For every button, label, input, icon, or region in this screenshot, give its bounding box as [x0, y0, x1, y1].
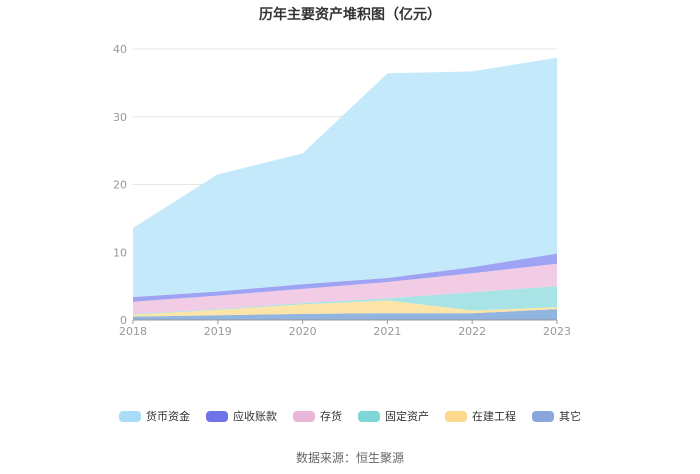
y-tick-label: 30 — [113, 111, 127, 124]
legend-label: 固定资产 — [385, 410, 429, 423]
area-series-layer — [133, 57, 557, 320]
y-tick-labels: 0 10 20 30 40 — [113, 43, 127, 327]
x-tick-label: 2022 — [458, 325, 486, 338]
legend-item[interactable]: 应收账款 — [206, 408, 277, 424]
legend-item[interactable]: 其它 — [532, 408, 581, 424]
legend-label: 存货 — [320, 410, 342, 423]
x-tick-label: 2019 — [204, 325, 232, 338]
x-tick-label: 2021 — [373, 325, 401, 338]
x-tick-label: 2018 — [119, 325, 147, 338]
legend-swatch — [293, 410, 315, 422]
legend-swatch — [358, 410, 380, 422]
legend: 货币资金 应收账款 存货 固定资产 在建工程 其它 — [0, 408, 700, 424]
legend-label: 其它 — [559, 410, 581, 423]
legend-label: 货币资金 — [146, 410, 190, 423]
area-series-5 — [133, 57, 557, 297]
legend-swatch — [206, 410, 228, 422]
legend-item[interactable]: 货币资金 — [119, 408, 190, 424]
legend-swatch — [445, 410, 467, 422]
x-tick-labels: 2018 2019 2020 2021 2022 2023 — [119, 325, 571, 338]
legend-swatch — [119, 410, 141, 422]
x-tick-label: 2023 — [543, 325, 571, 338]
y-tick-label: 10 — [113, 246, 127, 259]
y-tick-label: 20 — [113, 179, 127, 192]
data-source-note: 数据来源：恒生聚源 — [295, 451, 404, 465]
x-tick-label: 2020 — [289, 325, 317, 338]
area-series-0 — [133, 309, 557, 320]
area-series-4 — [133, 253, 557, 302]
area-series-2 — [133, 286, 557, 315]
legend-item[interactable]: 固定资产 — [358, 408, 429, 424]
axes — [132, 319, 558, 324]
legend-swatch — [532, 410, 554, 422]
y-tick-label: 40 — [113, 43, 127, 56]
area-series-3 — [133, 263, 557, 314]
y-tick-label: 0 — [120, 314, 127, 327]
legend-label: 在建工程 — [472, 410, 516, 423]
area-series-1 — [133, 300, 557, 317]
chart-title: 历年主要资产堆积图（亿元） — [259, 7, 441, 23]
legend-item[interactable]: 在建工程 — [445, 408, 516, 424]
legend-item[interactable]: 存货 — [293, 408, 342, 424]
legend-label: 应收账款 — [233, 410, 277, 423]
